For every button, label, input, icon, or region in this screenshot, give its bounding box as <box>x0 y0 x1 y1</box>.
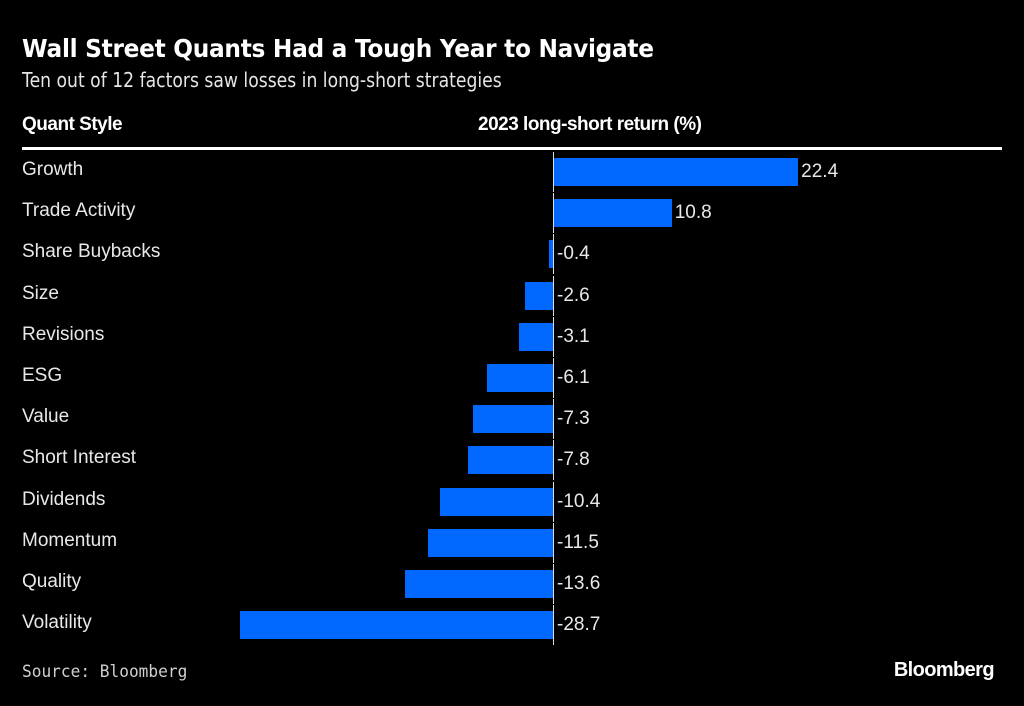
category-label: Trade Activity <box>22 200 136 222</box>
value-label: -11.5 <box>557 531 599 553</box>
category-label: Share Buybacks <box>22 241 161 263</box>
zero-line <box>553 605 554 646</box>
category-label: Dividends <box>22 488 106 510</box>
category-label: Volatility <box>22 612 92 634</box>
bar <box>427 528 553 557</box>
value-label: -0.4 <box>557 243 590 265</box>
category-label: Size <box>22 282 59 304</box>
bar <box>473 405 553 434</box>
bar <box>467 446 553 475</box>
bar <box>404 570 553 598</box>
category-label: Quality <box>22 571 82 592</box>
zero-line <box>553 522 554 563</box>
source-note: Source: Bloomberg <box>22 662 188 682</box>
value-label: -13.6 <box>557 573 601 594</box>
bar <box>519 322 553 351</box>
zero-line <box>553 275 554 316</box>
zero-line <box>553 316 554 357</box>
bar <box>439 487 553 516</box>
zero-line <box>553 481 554 522</box>
zero-line <box>553 152 554 192</box>
category-label: ESG <box>22 365 63 386</box>
zero-line <box>553 399 554 440</box>
zero-line <box>553 234 554 275</box>
value-label: -10.4 <box>557 490 601 512</box>
zero-line <box>553 358 554 398</box>
value-label: -2.6 <box>557 284 590 306</box>
bloomberg-logo: Bloomberg <box>893 659 995 681</box>
bar <box>554 158 799 186</box>
category-label: Value <box>22 406 70 428</box>
value-label: 22.4 <box>801 161 839 182</box>
bar <box>240 611 553 640</box>
bar <box>524 281 553 310</box>
value-label: -7.3 <box>557 408 590 430</box>
header-rule <box>22 147 1002 150</box>
bar <box>554 199 672 228</box>
value-label: -7.8 <box>557 449 590 471</box>
category-label: Momentum <box>22 529 118 551</box>
category-label: Short Interest <box>22 447 137 469</box>
value-label: -6.1 <box>557 367 590 388</box>
zero-line <box>553 193 554 234</box>
chart-title: Wall Street Quants Had a Tough Year to N… <box>22 34 654 63</box>
bar <box>486 364 553 392</box>
zero-line <box>553 440 554 481</box>
bar <box>548 240 553 269</box>
zero-line <box>553 564 554 604</box>
category-column-header: Quant Style <box>22 114 123 135</box>
value-label: -3.1 <box>557 325 590 347</box>
category-label: Revisions <box>22 323 105 345</box>
category-label: Growth <box>22 159 84 180</box>
value-column-header: 2023 long-short return (%) <box>478 114 702 135</box>
chart-subtitle: Ten out of 12 factors saw losses in long… <box>22 68 502 92</box>
value-label: -28.7 <box>557 614 601 636</box>
value-label: 10.8 <box>674 202 712 224</box>
